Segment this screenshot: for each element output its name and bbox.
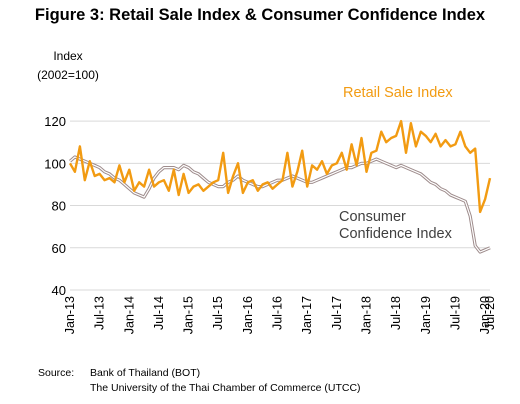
y-axis-label: Index (2002=100)	[28, 47, 108, 85]
y-tick-label: 80	[52, 199, 66, 214]
gridlines	[70, 120, 490, 291]
series-lines	[68, 119, 492, 254]
x-tick-label: Jul-15	[211, 296, 225, 330]
source-line-1: Bank of Thailand (BOT)	[90, 367, 201, 379]
series-line-consumer-confidence-inner	[69, 156, 491, 253]
x-tick-label: Jan-14	[122, 296, 136, 334]
y-tick-label: 120	[44, 114, 66, 129]
source-label: Source:	[38, 367, 75, 379]
x-tick-label: Jan-15	[182, 296, 196, 334]
y-tick-label: 100	[44, 156, 66, 171]
y-tick-labels: 40 60 80 100 120	[44, 114, 66, 298]
x-tick-label: Jul-19	[448, 296, 462, 330]
x-tick-label: Jan-18	[359, 296, 373, 334]
x-tick-label: Jul-13	[93, 296, 107, 330]
x-tick-label: Jan-16	[241, 296, 255, 334]
x-tick-label: Jan-13	[63, 296, 77, 334]
x-tick-labels: Jan-13 Jul-13 Jan-14 Jul-14 Jan-15 Jul-15 Jan-…	[63, 296, 497, 334]
x-tick-label: Jul-20	[483, 296, 497, 330]
x-tick-label: Jan-20	[478, 296, 492, 334]
x-tick-label: Jul-16	[271, 296, 285, 330]
x-tick-label: Jan-19	[419, 296, 433, 334]
y-tick-label: 60	[52, 241, 66, 256]
chart-title: Figure 3: Retail Sale Index & Consumer C…	[34, 6, 486, 24]
annotation-consumer-confidence-line2: Confidence Index	[339, 226, 453, 242]
series-line-retail-sale	[68, 119, 492, 214]
annotation-retail-sale: Retail Sale Index	[343, 85, 453, 101]
x-tick-label: Jul-17	[330, 296, 344, 330]
annotation-consumer-confidence-line1: Consumer	[339, 209, 406, 225]
y-tick-label: 40	[52, 283, 66, 298]
y-axis-label-line2: (2002=100)	[37, 68, 99, 82]
source-line-2: The University of the Thai Chamber of Co…	[90, 382, 361, 394]
x-tick-label: Jul-14	[152, 296, 166, 330]
x-tick-label: Jul-18	[389, 296, 403, 330]
source-note: Source: Bank of Thailand (BOT) The Univer…	[38, 366, 361, 396]
x-tick-label: Jan-17	[300, 296, 314, 334]
y-axis-label-line1: Index	[53, 49, 83, 63]
